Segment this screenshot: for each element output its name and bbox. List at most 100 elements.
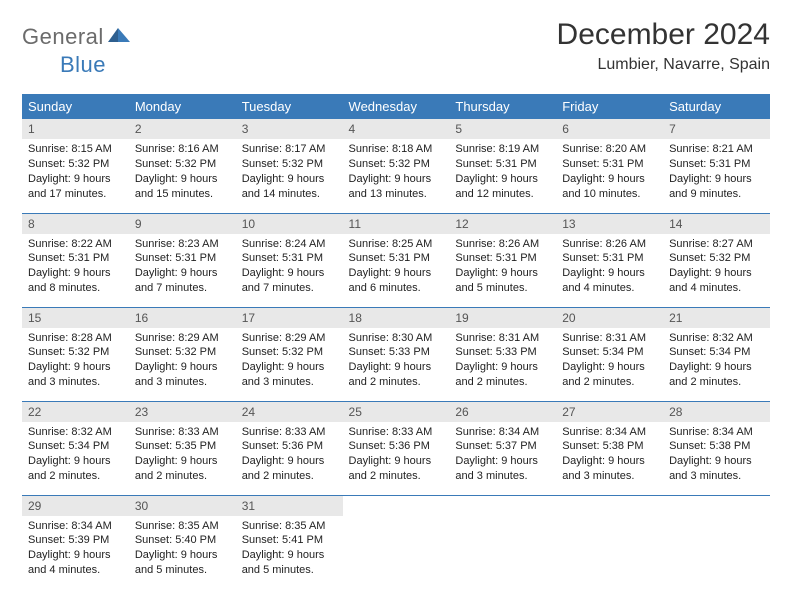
calendar-cell: 9Sunrise: 8:23 AMSunset: 5:31 PMDaylight… — [129, 213, 236, 307]
day-number: 9 — [129, 214, 236, 234]
sunset-line: Sunset: 5:36 PM — [349, 439, 444, 454]
sunrise-line: Sunrise: 8:15 AM — [28, 142, 123, 157]
calendar-table: Sunday Monday Tuesday Wednesday Thursday… — [22, 94, 770, 589]
calendar-cell: 13Sunrise: 8:26 AMSunset: 5:31 PMDayligh… — [556, 213, 663, 307]
day-number: 20 — [556, 308, 663, 328]
day-details: Sunrise: 8:33 AMSunset: 5:35 PMDaylight:… — [129, 422, 236, 490]
calendar-cell: 16Sunrise: 8:29 AMSunset: 5:32 PMDayligh… — [129, 307, 236, 401]
calendar-cell: 12Sunrise: 8:26 AMSunset: 5:31 PMDayligh… — [449, 213, 556, 307]
daylight-line: Daylight: 9 hours and 5 minutes. — [242, 548, 337, 578]
logo-word-general: General — [22, 24, 104, 50]
sunset-line: Sunset: 5:32 PM — [242, 157, 337, 172]
sunrise-line: Sunrise: 8:30 AM — [349, 331, 444, 346]
day-details: Sunrise: 8:15 AMSunset: 5:32 PMDaylight:… — [22, 139, 129, 207]
day-number: 22 — [22, 402, 129, 422]
day-details: Sunrise: 8:32 AMSunset: 5:34 PMDaylight:… — [663, 328, 770, 396]
day-number: 16 — [129, 308, 236, 328]
sunset-line: Sunset: 5:32 PM — [135, 157, 230, 172]
daylight-line: Daylight: 9 hours and 14 minutes. — [242, 172, 337, 202]
calendar-cell: 14Sunrise: 8:27 AMSunset: 5:32 PMDayligh… — [663, 213, 770, 307]
daylight-line: Daylight: 9 hours and 2 minutes. — [455, 360, 550, 390]
calendar-cell: 15Sunrise: 8:28 AMSunset: 5:32 PMDayligh… — [22, 307, 129, 401]
day-details: Sunrise: 8:33 AMSunset: 5:36 PMDaylight:… — [236, 422, 343, 490]
daylight-line: Daylight: 9 hours and 15 minutes. — [135, 172, 230, 202]
sunrise-line: Sunrise: 8:22 AM — [28, 237, 123, 252]
day-details: Sunrise: 8:28 AMSunset: 5:32 PMDaylight:… — [22, 328, 129, 396]
col-friday: Friday — [556, 94, 663, 119]
daylight-line: Daylight: 9 hours and 3 minutes. — [242, 360, 337, 390]
sunrise-line: Sunrise: 8:29 AM — [135, 331, 230, 346]
daylight-line: Daylight: 9 hours and 3 minutes. — [455, 454, 550, 484]
day-number: 29 — [22, 496, 129, 516]
sunset-line: Sunset: 5:31 PM — [349, 251, 444, 266]
sunrise-line: Sunrise: 8:17 AM — [242, 142, 337, 157]
daylight-line: Daylight: 9 hours and 2 minutes. — [349, 360, 444, 390]
sunset-line: Sunset: 5:32 PM — [669, 251, 764, 266]
day-number: 2 — [129, 119, 236, 139]
sunrise-line: Sunrise: 8:32 AM — [28, 425, 123, 440]
sunrise-line: Sunrise: 8:25 AM — [349, 237, 444, 252]
day-number: 13 — [556, 214, 663, 234]
sunset-line: Sunset: 5:33 PM — [349, 345, 444, 360]
sunset-line: Sunset: 5:31 PM — [562, 251, 657, 266]
day-details: Sunrise: 8:31 AMSunset: 5:34 PMDaylight:… — [556, 328, 663, 396]
day-number: 31 — [236, 496, 343, 516]
day-number: 27 — [556, 402, 663, 422]
sunset-line: Sunset: 5:38 PM — [562, 439, 657, 454]
sunrise-line: Sunrise: 8:24 AM — [242, 237, 337, 252]
daylight-line: Daylight: 9 hours and 5 minutes. — [455, 266, 550, 296]
calendar-cell: 19 Sunrise: 8:31 AMSunset: 5:33 PMDayligh… — [449, 307, 556, 401]
day-number: 7 — [663, 119, 770, 139]
sunrise-line: Sunrise: 8:27 AM — [669, 237, 764, 252]
calendar-cell: 20Sunrise: 8:31 AMSunset: 5:34 PMDayligh… — [556, 307, 663, 401]
day-details: Sunrise: 8:25 AMSunset: 5:31 PMDaylight:… — [343, 234, 450, 302]
sunrise-line: Sunrise: 8:33 AM — [349, 425, 444, 440]
calendar-row: 22Sunrise: 8:32 AMSunset: 5:34 PMDayligh… — [22, 401, 770, 495]
calendar-cell: 8Sunrise: 8:22 AMSunset: 5:31 PMDaylight… — [22, 213, 129, 307]
calendar-cell: 21Sunrise: 8:32 AMSunset: 5:34 PMDayligh… — [663, 307, 770, 401]
day-number: 11 — [343, 214, 450, 234]
logo-triangle-icon — [108, 26, 130, 49]
calendar-cell — [343, 495, 450, 589]
day-details: Sunrise: 8:23 AMSunset: 5:31 PMDaylight:… — [129, 234, 236, 302]
daylight-line: Daylight: 9 hours and 8 minutes. — [28, 266, 123, 296]
daylight-line: Daylight: 9 hours and 2 minutes. — [28, 454, 123, 484]
day-details: Sunrise: 8:26 AMSunset: 5:31 PMDaylight:… — [556, 234, 663, 302]
sunrise-line: Sunrise: 8:31 AM — [455, 331, 550, 346]
daylight-line: Daylight: 9 hours and 2 minutes. — [135, 454, 230, 484]
daylight-line: Daylight: 9 hours and 9 minutes. — [669, 172, 764, 202]
day-details: Sunrise: 8:29 AMSunset: 5:32 PMDaylight:… — [236, 328, 343, 396]
calendar-cell: 23Sunrise: 8:33 AMSunset: 5:35 PMDayligh… — [129, 401, 236, 495]
day-details: Sunrise: 8:35 AMSunset: 5:40 PMDaylight:… — [129, 516, 236, 584]
sunset-line: Sunset: 5:32 PM — [28, 345, 123, 360]
day-details: Sunrise: 8:34 AMSunset: 5:39 PMDaylight:… — [22, 516, 129, 584]
day-number: 19 — [449, 308, 556, 328]
day-details: Sunrise: 8:35 AMSunset: 5:41 PMDaylight:… — [236, 516, 343, 584]
sunset-line: Sunset: 5:31 PM — [455, 251, 550, 266]
calendar-cell: 4Sunrise: 8:18 AMSunset: 5:32 PMDaylight… — [343, 119, 450, 213]
sunset-line: Sunset: 5:33 PM — [455, 345, 550, 360]
day-number: 23 — [129, 402, 236, 422]
col-monday: Monday — [129, 94, 236, 119]
sunset-line: Sunset: 5:34 PM — [562, 345, 657, 360]
sunset-line: Sunset: 5:31 PM — [562, 157, 657, 172]
calendar-cell: 6Sunrise: 8:20 AMSunset: 5:31 PMDaylight… — [556, 119, 663, 213]
sunset-line: Sunset: 5:31 PM — [28, 251, 123, 266]
day-number: 1 — [22, 119, 129, 139]
day-number: 18 — [343, 308, 450, 328]
day-number: 10 — [236, 214, 343, 234]
calendar-cell: 1Sunrise: 8:15 AMSunset: 5:32 PMDaylight… — [22, 119, 129, 213]
calendar-cell: 22Sunrise: 8:32 AMSunset: 5:34 PMDayligh… — [22, 401, 129, 495]
sunset-line: Sunset: 5:34 PM — [28, 439, 123, 454]
sunrise-line: Sunrise: 8:34 AM — [562, 425, 657, 440]
daylight-line: Daylight: 9 hours and 7 minutes. — [135, 266, 230, 296]
day-details: Sunrise: 8:32 AMSunset: 5:34 PMDaylight:… — [22, 422, 129, 490]
day-details: Sunrise: 8:34 AMSunset: 5:38 PMDaylight:… — [663, 422, 770, 490]
daylight-line: Daylight: 9 hours and 2 minutes. — [669, 360, 764, 390]
day-details: Sunrise: 8:17 AMSunset: 5:32 PMDaylight:… — [236, 139, 343, 207]
calendar-cell: 2Sunrise: 8:16 AMSunset: 5:32 PMDaylight… — [129, 119, 236, 213]
logo: General — [22, 24, 132, 50]
col-tuesday: Tuesday — [236, 94, 343, 119]
calendar-row: 15Sunrise: 8:28 AMSunset: 5:32 PMDayligh… — [22, 307, 770, 401]
day-number: 24 — [236, 402, 343, 422]
